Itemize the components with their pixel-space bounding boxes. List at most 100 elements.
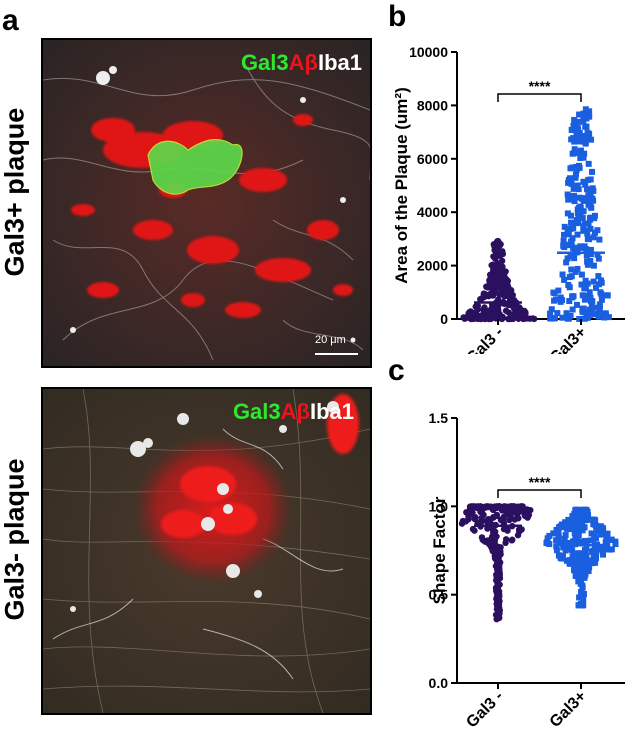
y-tick-label: 4000 <box>417 204 448 220</box>
plaque-area-chart: 0 2000 4000 6000 8000 10000 Area of the Plaque… <box>392 44 625 354</box>
data-point-gal3-plus <box>593 284 600 291</box>
data-point-gal3-plus <box>573 301 580 308</box>
data-point-gal3-plus <box>561 244 568 251</box>
data-point-gal3-plus <box>566 560 573 567</box>
data-point-gal3-plus <box>589 298 596 305</box>
data-point-gal3-plus <box>572 506 579 513</box>
data-point-gal3-plus <box>559 314 566 321</box>
significance-bracket <box>497 93 582 102</box>
data-point-gal3-plus <box>596 301 603 308</box>
data-point-gal3-plus <box>587 257 594 264</box>
data-point-gal3-plus <box>597 277 604 284</box>
data-point-gal3-plus <box>569 235 576 242</box>
data-point-gal3-plus <box>583 115 590 122</box>
data-point-gal3-plus <box>594 251 601 258</box>
data-point-gal3-plus <box>565 179 572 186</box>
data-point-gal3-plus <box>594 304 601 311</box>
data-point-gal3-minus <box>460 314 467 321</box>
data-point-gal3-plus <box>571 116 578 123</box>
data-point-gal3-minus <box>480 306 487 313</box>
data-point-gal3-minus <box>496 610 503 617</box>
data-point-gal3-plus <box>591 215 598 222</box>
data-point-gal3-plus <box>586 564 593 571</box>
data-point-gal3-plus <box>578 602 585 609</box>
data-point-gal3-plus <box>566 284 573 291</box>
data-point-gal3-plus <box>582 539 589 546</box>
data-point-gal3-plus <box>583 123 590 130</box>
data-point-gal3-plus <box>576 130 583 137</box>
data-point-gal3-plus <box>580 154 587 161</box>
data-point-gal3-minus <box>507 512 514 520</box>
data-point-gal3-plus <box>563 525 570 532</box>
data-point-gal3-plus <box>547 315 554 322</box>
data-point-gal3-plus <box>583 246 590 253</box>
data-point-gal3-plus <box>578 281 585 288</box>
x-tick-label: Gal3 - <box>463 324 506 354</box>
data-point-gal3-plus <box>547 310 554 317</box>
data-point-gal3-plus <box>568 180 575 187</box>
data-point-gal3-plus <box>550 530 557 537</box>
data-point-gal3-plus <box>593 535 600 542</box>
data-point-gal3-plus <box>584 130 591 137</box>
data-point-gal3-plus <box>569 306 576 313</box>
data-point-gal3-plus <box>567 175 574 182</box>
data-point-gal3-minus <box>497 275 505 282</box>
data-point-gal3-minus <box>467 511 474 518</box>
data-point-gal3-plus <box>546 532 553 539</box>
data-point-gal3-plus <box>565 196 572 203</box>
data-point-gal3-plus <box>570 293 577 300</box>
data-point-gal3-plus <box>581 568 588 575</box>
data-point-gal3-plus <box>586 198 593 205</box>
data-point-gal3-plus <box>577 538 584 545</box>
data-point-gal3-plus <box>575 530 582 537</box>
data-point-gal3-minus <box>512 304 520 311</box>
data-point-gal3-minus <box>493 511 501 519</box>
data-point-gal3-plus <box>597 531 604 538</box>
data-point-gal3-plus <box>584 236 591 243</box>
data-point-gal3-minus <box>488 262 495 269</box>
data-point-gal3-plus <box>585 568 592 575</box>
data-point-gal3-plus <box>595 273 602 280</box>
data-point-gal3-plus <box>584 258 591 265</box>
data-point-gal3-plus <box>602 539 609 546</box>
data-point-gal3-plus <box>570 559 577 566</box>
data-point-gal3-plus <box>569 553 576 560</box>
data-point-gal3-plus <box>576 204 583 211</box>
data-point-gal3-plus <box>571 150 578 157</box>
y-tick-label: 8000 <box>417 97 448 113</box>
panel-letter-c: c <box>388 354 405 387</box>
gal3-minus-stain-legend: Gal3AβIba1 <box>233 399 354 425</box>
gal3-minus-micrograph-image <box>43 389 370 713</box>
data-point-gal3-plus <box>594 528 601 535</box>
data-point-gal3-plus <box>584 230 591 237</box>
data-point-gal3-minus <box>491 537 498 544</box>
data-point-gal3-plus <box>582 140 589 147</box>
x-tick-label: Gal3+ <box>547 688 590 731</box>
data-point-gal3-plus <box>573 572 580 579</box>
data-point-gal3-plus <box>572 171 579 178</box>
data-point-gal3-plus <box>577 208 584 215</box>
data-point-gal3-minus <box>499 250 507 258</box>
data-point-gal3-plus <box>573 217 580 224</box>
data-point-gal3-plus <box>585 160 592 167</box>
data-point-gal3-minus <box>498 507 506 514</box>
data-point-gal3-plus <box>559 524 566 531</box>
data-point-gal3-minus <box>499 267 507 275</box>
data-point-gal3-minus <box>512 309 519 317</box>
data-point-gal3-plus <box>612 541 619 548</box>
data-point-gal3-plus <box>555 538 562 545</box>
data-point-gal3-plus <box>553 543 560 550</box>
data-point-gal3-plus <box>574 567 581 574</box>
data-point-gal3-minus <box>506 291 514 299</box>
data-point-gal3-minus <box>509 536 516 543</box>
data-point-gal3-minus <box>469 525 477 533</box>
data-point-gal3-plus <box>554 529 561 536</box>
data-point-gal3-plus <box>579 292 586 299</box>
data-point-gal3-plus <box>560 237 567 244</box>
data-point-gal3-minus <box>529 315 537 322</box>
data-point-gal3-minus <box>492 587 500 595</box>
data-point-gal3-plus <box>565 516 572 523</box>
data-point-gal3-plus <box>559 553 566 560</box>
data-point-gal3-plus <box>562 547 569 554</box>
data-point-gal3-plus <box>581 547 588 554</box>
